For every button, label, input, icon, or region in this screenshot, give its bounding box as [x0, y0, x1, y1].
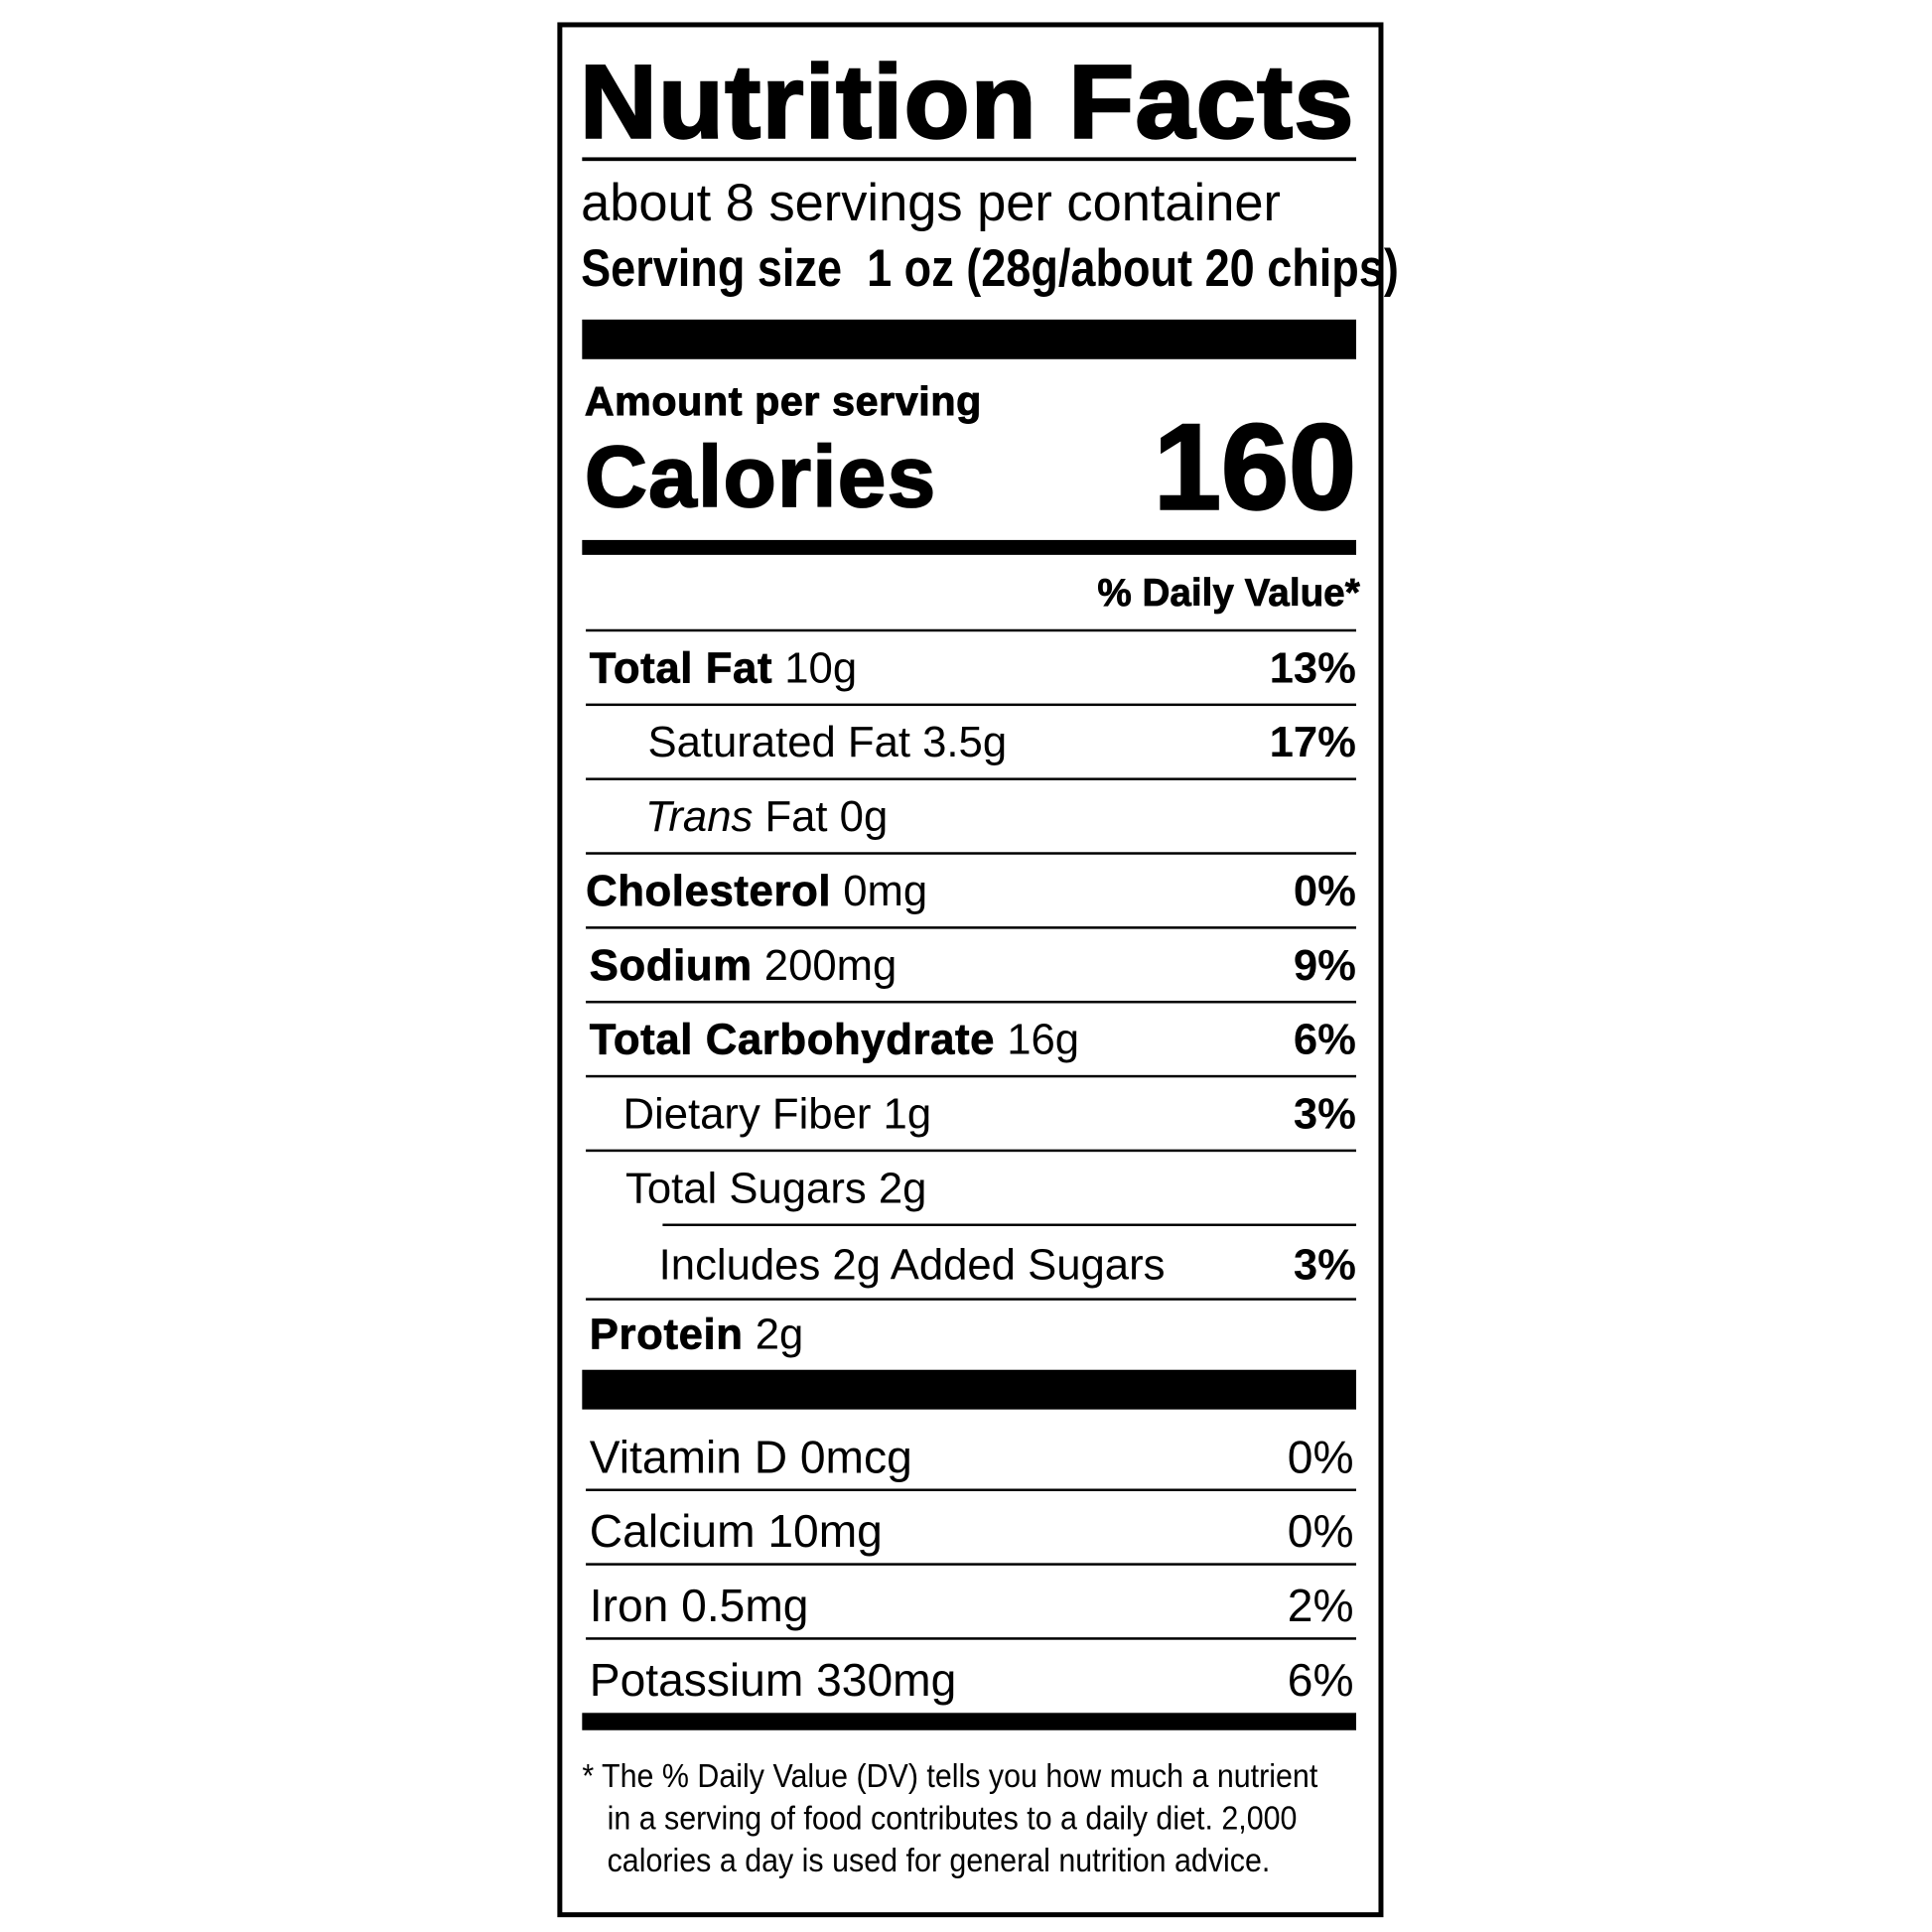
- serving-size-label: Serving size: [581, 238, 843, 298]
- divider: [586, 1563, 1357, 1566]
- divider: [586, 703, 1357, 707]
- vitamin-row: Potassium 330mg 6%: [586, 1637, 1354, 1712]
- nutrient-name: Total Sugars 2g: [624, 1164, 927, 1213]
- vitamin-name: Iron 0.5mg: [589, 1580, 809, 1631]
- nutrient-row-trans-fat: Trans Fat 0g: [586, 777, 1356, 852]
- nutrient-name: Dietary Fiber 1g: [622, 1089, 932, 1139]
- nutrient-row-sodium: Sodium 200mg 9%: [586, 926, 1356, 1001]
- daily-value-header: % Daily Value*: [1097, 571, 1360, 615]
- nutrient-name: Cholesterol: [586, 867, 832, 915]
- divider: [662, 1223, 1357, 1227]
- divider: [586, 1074, 1357, 1078]
- nutrient-row-cholesterol: Cholesterol 0mg 0%: [586, 852, 1356, 926]
- vitamin-dv: 0%: [1287, 1432, 1354, 1483]
- nutrient-dv: 17%: [1269, 718, 1357, 767]
- divider: [586, 1000, 1357, 1004]
- divider: [586, 628, 1357, 632]
- nutrient-dv: 3%: [1293, 1089, 1357, 1139]
- divider: [586, 1149, 1357, 1153]
- label-title: Nutrition Facts: [579, 43, 1355, 160]
- nutrient-dv: 0%: [1293, 867, 1357, 915]
- divider: [582, 157, 1357, 162]
- vitamin-row: Iron 0.5mg 2%: [586, 1563, 1354, 1637]
- medium-divider: [582, 1713, 1357, 1730]
- nutrient-amount: 10g: [784, 643, 858, 693]
- nutrient-amount: 16g: [1007, 1015, 1080, 1064]
- nutrient-name: Sodium: [589, 941, 753, 990]
- vitamin-name: Potassium 330mg: [589, 1654, 957, 1706]
- thick-divider: [582, 319, 1357, 359]
- nutrient-row-total-fat: Total Fat 10g 13%: [586, 629, 1356, 704]
- thick-divider: [582, 1369, 1357, 1410]
- nutrient-name: Includes 2g Added Sugars: [658, 1240, 1166, 1290]
- amount-per-serving: Amount per serving: [584, 377, 982, 424]
- nutrient-amount: 0mg: [843, 867, 928, 915]
- nutrient-row-total-carbohydrate: Total Carbohydrate 16g 6%: [586, 1001, 1356, 1075]
- nutrient-row-dietary-fiber: Dietary Fiber 1g 3%: [586, 1075, 1356, 1150]
- nutrient-amount: 2g: [755, 1310, 804, 1359]
- nutrient-row-protein: Protein 2g: [586, 1296, 1356, 1370]
- calories-label: Calories: [584, 428, 937, 525]
- nutrient-row-total-sugars: Total Sugars 2g: [586, 1150, 1356, 1224]
- nutrient-dv: 13%: [1269, 643, 1357, 693]
- nutrient-name-italic: Trans: [644, 792, 754, 842]
- label-border: [557, 22, 1384, 1918]
- nutrient-name: Fat 0g: [753, 792, 889, 842]
- vitamin-dv: 6%: [1287, 1654, 1354, 1706]
- divider: [586, 777, 1357, 780]
- divider: [586, 1637, 1357, 1640]
- divider: [586, 852, 1357, 855]
- divider: [586, 926, 1357, 929]
- nutrient-amount: 200mg: [763, 941, 897, 990]
- serving-size-value: 1 oz (28g/about 20 chips): [867, 238, 1399, 298]
- servings-per-container: about 8 servings per container: [581, 173, 1281, 232]
- calories-value: 160: [1153, 398, 1357, 535]
- divider: [586, 1488, 1357, 1491]
- vitamin-row: Vitamin D 0mcg 0%: [586, 1415, 1354, 1489]
- footnote: * The % Daily Value (DV) tells you how m…: [582, 1757, 1318, 1879]
- vitamin-name: Calcium 10mg: [589, 1505, 883, 1558]
- nutrient-name: Saturated Fat 3.5g: [647, 718, 1008, 767]
- nutrient-dv: 6%: [1293, 1015, 1357, 1064]
- vitamin-name: Vitamin D 0mcg: [589, 1432, 912, 1483]
- medium-divider: [582, 539, 1357, 555]
- nutrient-name: Protein: [589, 1310, 744, 1359]
- nutrient-dv: 3%: [1293, 1240, 1357, 1290]
- vitamin-row: Calcium 10mg 0%: [586, 1488, 1354, 1563]
- nutrient-row-added-sugars: Includes 2g Added Sugars 3%: [586, 1226, 1356, 1301]
- nutrient-name: Total Fat: [589, 643, 773, 693]
- nutrient-dv: 9%: [1293, 941, 1357, 990]
- nutrient-name: Total Carbohydrate: [589, 1015, 996, 1064]
- vitamin-dv: 0%: [1287, 1505, 1354, 1558]
- nutrient-row-saturated-fat: Saturated Fat 3.5g 17%: [586, 704, 1356, 778]
- divider: [586, 1298, 1357, 1301]
- vitamin-dv: 2%: [1287, 1580, 1354, 1631]
